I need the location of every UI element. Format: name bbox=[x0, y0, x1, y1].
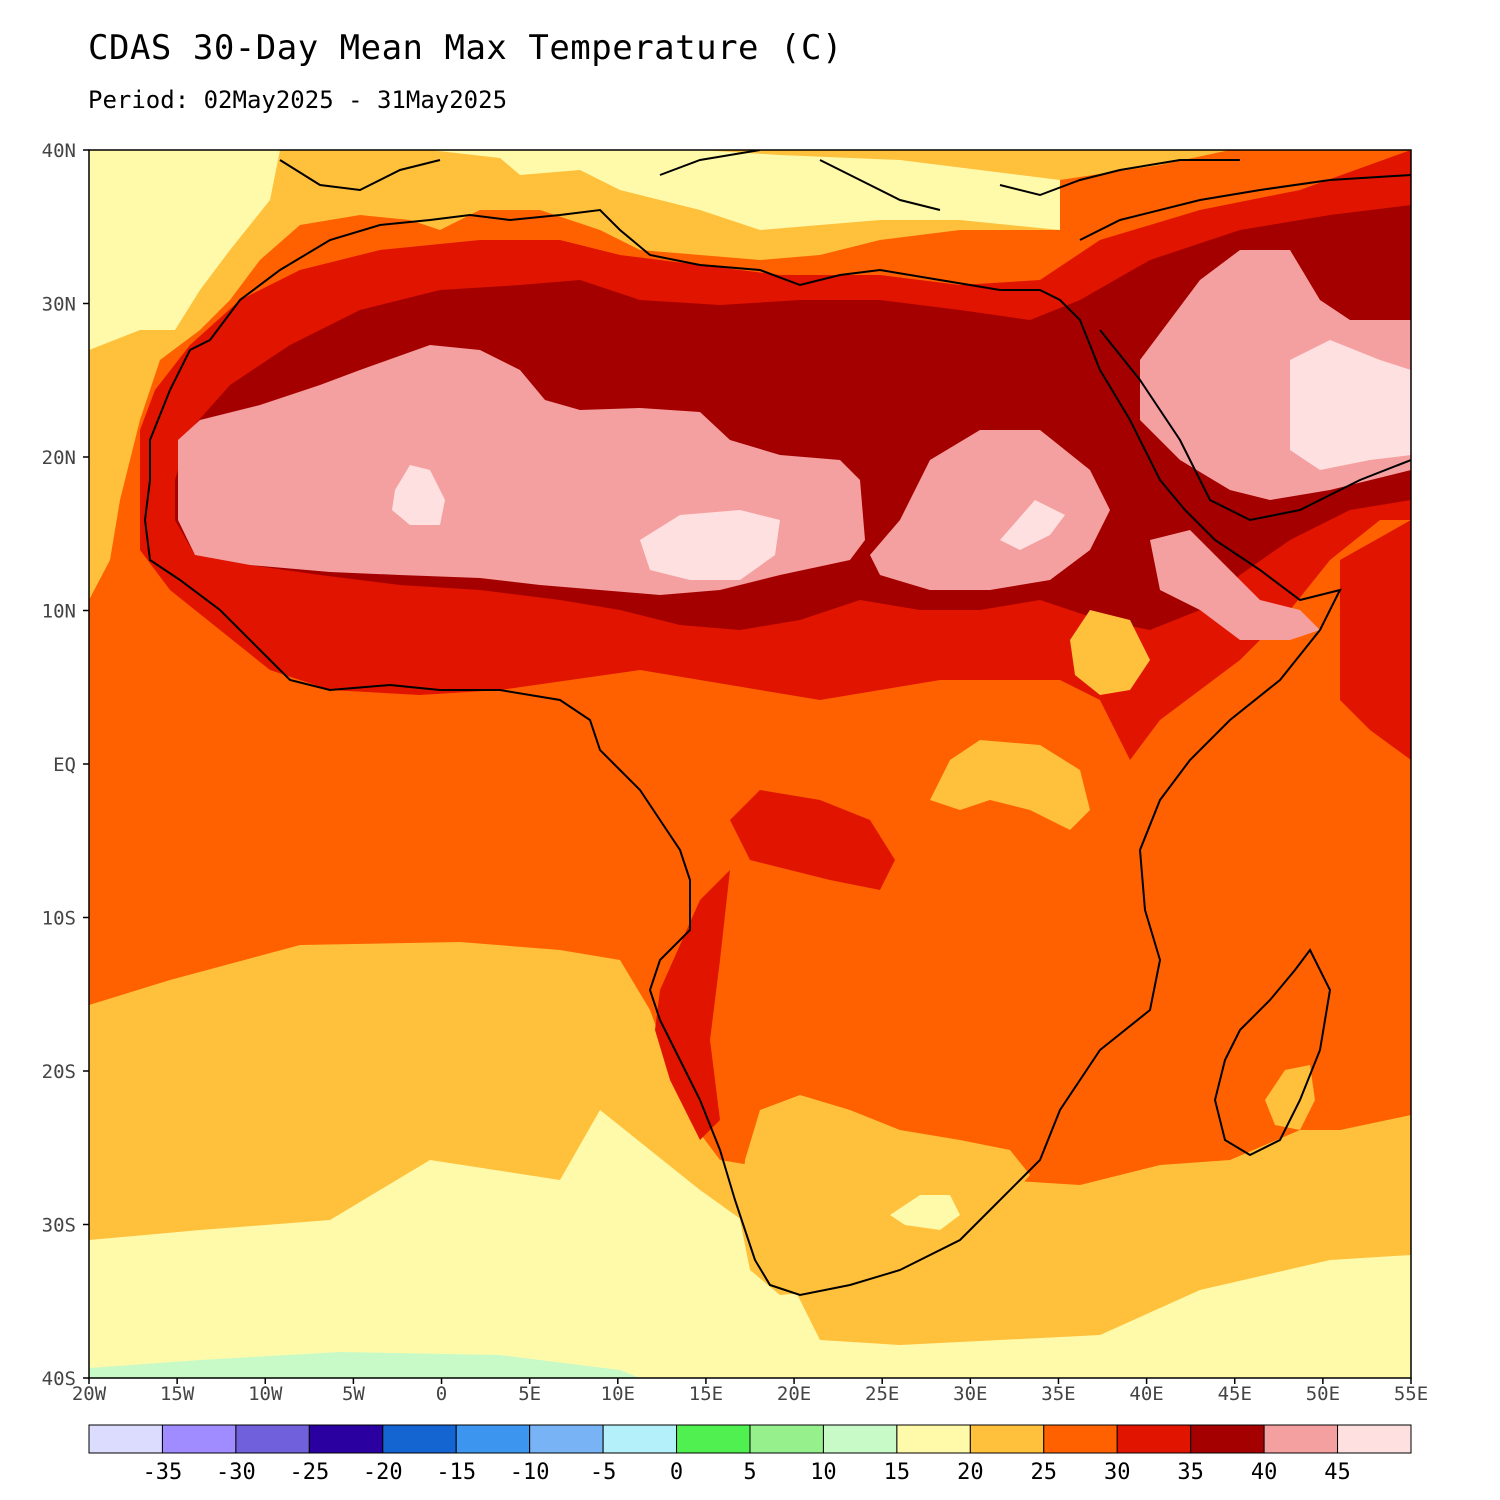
latitude-label: 20N bbox=[42, 447, 76, 469]
colorbar-label: 0 bbox=[670, 1460, 683, 1485]
colorbar-swatch bbox=[88, 1424, 163, 1454]
colorbar-label: 45 bbox=[1324, 1460, 1351, 1485]
colorbar-label: 40 bbox=[1251, 1460, 1278, 1485]
latitude-labels: 40N 30N 20N 10N EQ 10S 20S 30S 40S bbox=[42, 140, 76, 1390]
band-25-east-africa bbox=[930, 740, 1090, 830]
axis-ticks bbox=[83, 149, 1412, 1384]
longitude-label: 5E bbox=[518, 1383, 541, 1405]
madagascar-coastline bbox=[1213, 948, 1332, 1157]
arabia-coastline bbox=[1079, 174, 1411, 522]
band-20-southern-africa bbox=[890, 1195, 960, 1230]
colorbar-swatch bbox=[749, 1424, 824, 1454]
colorbar-swatch bbox=[822, 1424, 898, 1454]
band-50-niger bbox=[640, 510, 780, 580]
band-25-ethiopia bbox=[1070, 610, 1150, 695]
colorbar-label: 10 bbox=[810, 1460, 837, 1485]
colorbar-swatch bbox=[1337, 1424, 1412, 1454]
colorbar-labels: -35 -30 -25 -20 -15 -10 -5 0 5 10 15 20 25 30 35 40 45 bbox=[143, 1460, 1351, 1485]
band-45-horn bbox=[1150, 530, 1320, 640]
colorbar-swatch bbox=[1190, 1424, 1265, 1454]
colorbar-swatch bbox=[308, 1424, 384, 1454]
longitude-label: 35E bbox=[1041, 1383, 1075, 1405]
longitude-label: 25E bbox=[865, 1383, 899, 1405]
colorbar-label: 15 bbox=[884, 1460, 911, 1485]
colorbar-label: -10 bbox=[510, 1460, 550, 1485]
latitude-label: EQ bbox=[53, 754, 76, 776]
map-title: CDAS 30-Day Mean Max Temperature (C) bbox=[88, 28, 843, 68]
colorbar-swatch bbox=[529, 1424, 604, 1454]
colorbar-label: 5 bbox=[743, 1460, 756, 1485]
africa-coastline bbox=[143, 208, 1342, 1297]
band-35-congo bbox=[730, 790, 895, 890]
temperature-field bbox=[89, 150, 1411, 1378]
latitude-label: 40N bbox=[42, 140, 76, 162]
colorbar-label: 25 bbox=[1031, 1460, 1058, 1485]
latitude-label: 20S bbox=[42, 1061, 76, 1083]
colorbar-label: -35 bbox=[143, 1460, 183, 1485]
latitude-label: 30S bbox=[42, 1215, 76, 1237]
longitude-label: 30E bbox=[953, 1383, 987, 1405]
band-20-northwest bbox=[89, 150, 280, 350]
band-35-east bbox=[1340, 520, 1411, 760]
colorbar-swatch bbox=[896, 1424, 971, 1454]
colorbar-swatch bbox=[161, 1424, 237, 1454]
colorbar-label: -25 bbox=[289, 1460, 329, 1485]
longitude-label: 10E bbox=[601, 1383, 635, 1405]
longitude-labels: 20W 15W 10W 5W 0 5E 10E 15E 20E 25E 30E 35E 40E 45E 50… bbox=[72, 1383, 1428, 1405]
band-45-sudan bbox=[870, 430, 1110, 590]
colorbar-label: 35 bbox=[1177, 1460, 1204, 1485]
longitude-label: 15W bbox=[160, 1383, 195, 1405]
latitude-label: 30N bbox=[42, 294, 76, 316]
longitude-label: 20E bbox=[777, 1383, 811, 1405]
colorbar-swatch bbox=[1116, 1424, 1192, 1454]
band-35-namibia bbox=[655, 870, 730, 1140]
latitude-label: 40S bbox=[42, 1368, 76, 1390]
colorbar-swatch bbox=[1043, 1424, 1118, 1454]
longitude-label: 0 bbox=[436, 1383, 447, 1405]
colorbar-swatch bbox=[382, 1424, 457, 1454]
longitude-label: 10W bbox=[248, 1383, 283, 1405]
colorbar-label: 20 bbox=[957, 1460, 984, 1485]
colorbar-swatch bbox=[455, 1424, 531, 1454]
colorbar-swatch bbox=[969, 1424, 1045, 1454]
colorbar-label: -20 bbox=[363, 1460, 403, 1485]
band-25-madagascar bbox=[1265, 1065, 1315, 1130]
colorbar-swatch bbox=[235, 1424, 310, 1454]
band-20-mediterranean bbox=[430, 150, 1080, 230]
colorbar-label: -30 bbox=[216, 1460, 256, 1485]
period-subtitle: Period: 02May2025 - 31May2025 bbox=[88, 86, 508, 114]
colorbar-label: -15 bbox=[436, 1460, 476, 1485]
colorbar bbox=[88, 1424, 1412, 1454]
longitude-label: 20W bbox=[72, 1383, 107, 1405]
longitude-label: 55E bbox=[1394, 1383, 1428, 1405]
longitude-label: 40E bbox=[1129, 1383, 1163, 1405]
colorbar-swatch bbox=[676, 1424, 751, 1454]
latitude-label: 10N bbox=[42, 601, 76, 623]
band-25-southern-africa bbox=[740, 1095, 1030, 1295]
colorbar-swatch bbox=[1263, 1424, 1339, 1454]
longitude-label: 15E bbox=[689, 1383, 723, 1405]
colorbar-swatch bbox=[602, 1424, 678, 1454]
colorbar-label: -5 bbox=[590, 1460, 617, 1485]
band-50-arabia bbox=[1290, 340, 1411, 470]
longitude-label: 5W bbox=[342, 1383, 365, 1405]
europe-coastline bbox=[279, 150, 1240, 211]
colorbar-label: 30 bbox=[1104, 1460, 1131, 1485]
band-15-south bbox=[89, 1352, 640, 1378]
longitude-label: 50E bbox=[1306, 1383, 1340, 1405]
latitude-label: 10S bbox=[42, 908, 76, 930]
band-50-sudan bbox=[1000, 500, 1065, 550]
longitude-label: 45E bbox=[1218, 1383, 1252, 1405]
band-50-mali bbox=[392, 465, 445, 525]
